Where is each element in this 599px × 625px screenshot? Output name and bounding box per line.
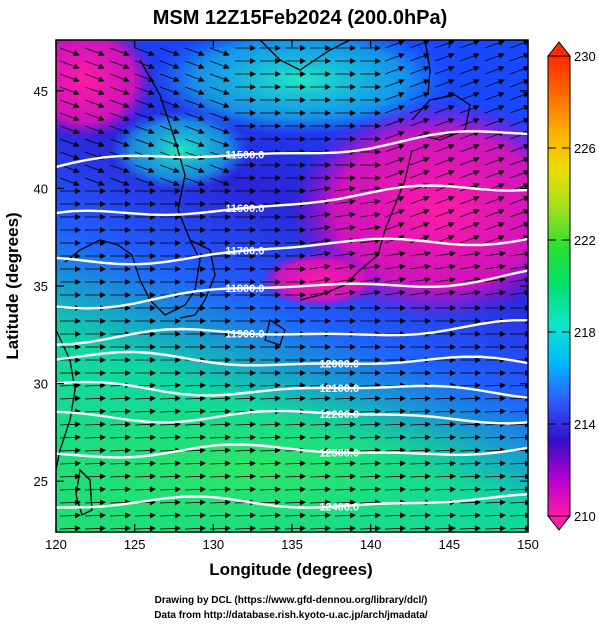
colorbar-bottom-arrow	[548, 516, 570, 530]
x-tick-label: 150	[517, 537, 539, 552]
y-tick-label: 25	[34, 474, 48, 489]
colorbar-top-arrow	[548, 42, 570, 56]
x-tick-label: 145	[438, 537, 460, 552]
footer-line-2: Data from http://database.rish.kyoto-u.a…	[154, 610, 428, 621]
contour-label: 11800.0	[225, 283, 264, 295]
contour-label: 11900.0	[225, 328, 264, 340]
x-tick-label: 140	[360, 537, 382, 552]
x-tick-label: 130	[202, 537, 224, 552]
colorbar-tick-label: 230	[574, 49, 596, 64]
y-tick-label: 35	[34, 279, 48, 294]
contour-label: 12100.0	[319, 383, 359, 395]
contour-label: 12000.0	[319, 359, 359, 371]
y-axis-label: Latitude (degrees)	[3, 212, 22, 359]
y-tick-label: 45	[34, 84, 48, 99]
y-tick-label: 40	[34, 181, 48, 196]
plot-area: 11500.0 11600.0 11700.0 11800.0 11900.0 12000…	[0, 20, 590, 550]
y-tick-label: 30	[34, 377, 48, 392]
x-tick-label: 120	[45, 537, 67, 552]
contour-label: 11500.0	[225, 150, 264, 162]
cold-core-center	[260, 252, 380, 308]
colorbar-tick-label: 214	[574, 417, 596, 432]
colorbar-tick-label: 218	[574, 325, 596, 340]
contour-label: 11600.0	[225, 203, 264, 215]
contour-label: 11700.0	[225, 246, 264, 258]
colorbar-tick-label: 222	[574, 233, 596, 248]
x-tick-label: 125	[124, 537, 146, 552]
contour-label: 12400.0	[319, 501, 359, 513]
contour-label: 12200.0	[319, 409, 359, 421]
x-tick-label: 135	[281, 537, 303, 552]
contour-label: 12300.0	[319, 448, 359, 460]
colorbar-tick-label: 210	[574, 509, 596, 524]
footer-line-1: Drawing by DCL (https://www.gfd-dennou.o…	[155, 595, 428, 606]
colorbar-tick-label: 226	[574, 141, 596, 156]
x-axis-label: Longitude (degrees)	[209, 560, 372, 579]
map-title: MSM 12Z15Feb2024 (200.0hPa)	[153, 7, 448, 29]
colorbar-gradient	[548, 56, 570, 516]
colorbar: 210 214 218 222 226 230	[548, 42, 596, 530]
